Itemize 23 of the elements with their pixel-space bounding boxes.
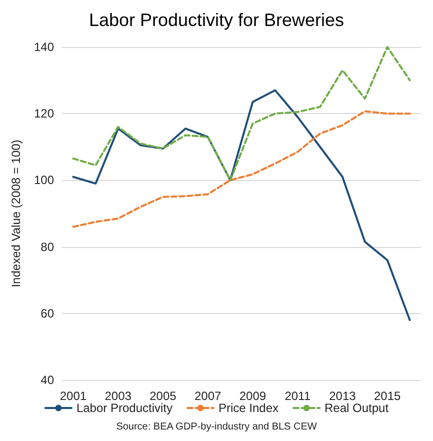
x-tick-label: 2009 (239, 389, 266, 403)
x-tick-label: 2007 (194, 389, 222, 403)
x-tick-label: 2005 (150, 389, 177, 403)
y-axis-title: Indexed Value (2008 = 100) (9, 140, 23, 288)
y-tick-label: 60 (40, 306, 54, 320)
line-series (72, 110, 411, 228)
x-tick-label: 2011 (284, 389, 311, 403)
line-series (72, 46, 411, 182)
y-tick-label: 80 (40, 240, 54, 254)
y-tick-label: 140 (34, 40, 54, 54)
line-series (72, 89, 411, 322)
legend-label: Real Output (324, 401, 390, 415)
x-tick-label: 2001 (60, 389, 87, 403)
chart-title: Labor Productivity for Breweries (88, 10, 344, 30)
legend-label: Labor Productivity (76, 401, 172, 415)
x-tick-label: 2013 (329, 389, 356, 403)
legend-label: Price Index (218, 401, 279, 415)
x-tick-label: 2015 (374, 389, 402, 403)
x-tick-label: 2003 (104, 389, 132, 403)
y-tick-label: 100 (34, 173, 54, 188)
y-tick-label: 120 (34, 106, 54, 121)
source-note: Source: BEA GDP-by-industry and BLS CEW (116, 422, 318, 432)
y-tick-label: 40 (40, 373, 54, 387)
